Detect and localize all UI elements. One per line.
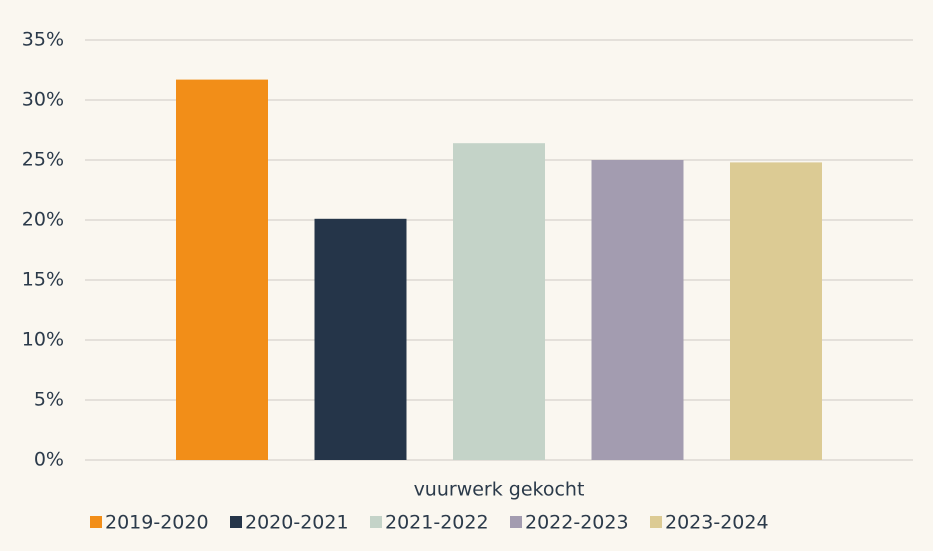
- y-tick-label: 30%: [22, 89, 64, 111]
- y-tick-label: 10%: [22, 329, 64, 351]
- legend-label: 2022-2023: [525, 512, 629, 534]
- y-tick-label: 15%: [22, 269, 64, 291]
- legend-label: 2019-2020: [105, 512, 209, 534]
- legend-swatch: [230, 516, 242, 528]
- legend-label: 2020-2021: [245, 512, 349, 534]
- y-tick-label: 25%: [22, 149, 64, 171]
- legend-swatch: [90, 516, 102, 528]
- bar: [453, 143, 545, 460]
- legend-swatch: [370, 516, 382, 528]
- y-tick-label: 5%: [34, 389, 64, 411]
- bar: [314, 218, 407, 460]
- bar: [591, 160, 684, 460]
- y-tick-label: 35%: [22, 29, 64, 51]
- bar: [176, 79, 268, 460]
- bar: [730, 162, 822, 460]
- y-tick-label: 0%: [34, 449, 64, 471]
- legend-label: 2021-2022: [385, 512, 489, 534]
- y-tick-label: 20%: [22, 209, 64, 231]
- legend-label: 2023-2024: [665, 512, 769, 534]
- x-tick-label: vuurwerk gekocht: [414, 479, 585, 501]
- legend-swatch: [510, 516, 522, 528]
- legend-swatch: [650, 516, 662, 528]
